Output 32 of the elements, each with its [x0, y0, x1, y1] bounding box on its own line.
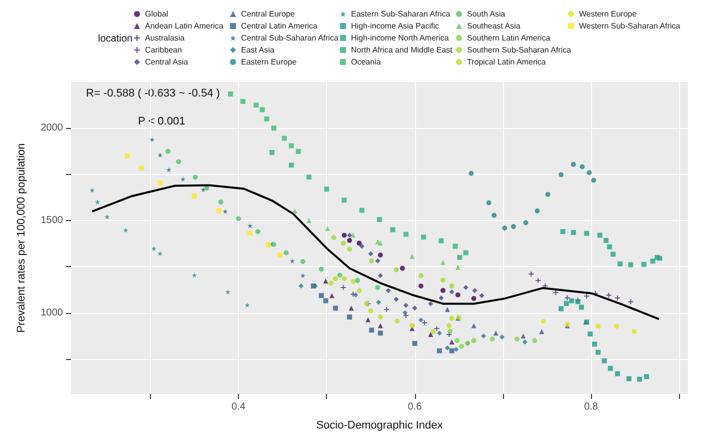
x-axis-title: Socio-Demographic Index [316, 420, 444, 432]
legend-label: North Africa and Middle East [351, 46, 454, 54]
y-tick-label: 2000 [40, 122, 64, 134]
legend-label: High-income North America [351, 34, 450, 42]
legend-title: location [98, 34, 132, 44]
legend-label: High-income Asia Pacific [351, 22, 440, 30]
legend-label: Eastern Europe [241, 58, 298, 66]
y-tick-label: 1500 [40, 214, 64, 226]
legend-label: Caribbean [145, 46, 182, 54]
legend-label: Southern Sub-Saharan Africa [467, 46, 572, 54]
legend-label: Southeast Asia [467, 22, 521, 30]
legend-label: Central Europe [241, 10, 296, 18]
y-tick-label: 1000 [40, 307, 64, 318]
legend-label: Central Latin America [241, 22, 318, 30]
legend-label: Global [145, 10, 168, 18]
legend-label: Central Sub-Saharan Africa [241, 34, 339, 42]
x-tick-label: 0.8 [584, 402, 598, 412]
legend-label: Central Asia [145, 58, 189, 66]
x-tick-label: 0.4 [232, 402, 246, 412]
x-tick-label: 0.6 [408, 402, 422, 412]
legend-label: Southern Latin America [467, 34, 551, 42]
legend-label: Western Europe [579, 10, 638, 18]
y-axis-title: Prevalent rates per 100,000 population [16, 143, 28, 333]
legend-label: Western Sub-Saharan Africa [579, 22, 681, 30]
legend-label: Eastern Sub-Saharan Africa [351, 10, 451, 18]
annotation: R= -0.588 ( -0.633 ~ -0.54 ) [86, 88, 220, 100]
legend-label: Andean Latin America [145, 22, 224, 30]
legend-label: South Asia [467, 10, 506, 18]
legend-label: Oceania [351, 58, 382, 66]
legend-label: Tropical Latin America [467, 58, 546, 66]
legend-label: Australasia [145, 34, 186, 42]
legend-label: East Asia [241, 46, 275, 54]
